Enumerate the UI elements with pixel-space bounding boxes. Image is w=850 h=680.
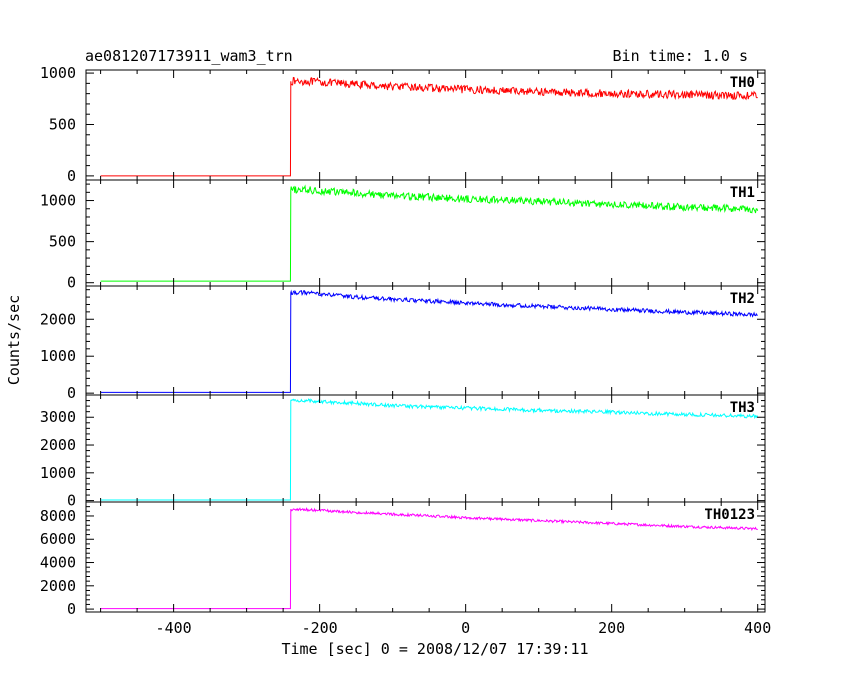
y-tick-label: 1000 bbox=[40, 347, 76, 365]
series-line-th3 bbox=[100, 398, 759, 501]
x-tick-label: 0 bbox=[461, 619, 470, 637]
x-tick-label: -400 bbox=[156, 619, 192, 637]
y-tick-label: 1000 bbox=[40, 464, 76, 482]
chart-title: ae081207173911_wam3_trn bbox=[85, 47, 293, 65]
y-tick-label: 2000 bbox=[40, 310, 76, 328]
y-tick-label: 8000 bbox=[40, 507, 76, 525]
panel-label-th0123: TH0123 bbox=[704, 507, 755, 523]
panel-frame-th3 bbox=[85, 394, 766, 503]
y-tick-label: 4000 bbox=[40, 554, 76, 572]
y-tick-label: 3000 bbox=[40, 408, 76, 426]
y-tick-label: 6000 bbox=[40, 530, 76, 548]
series-line-th2 bbox=[100, 289, 758, 393]
x-axis-label: Time [sec] 0 = 2008/12/07 17:39:11 bbox=[281, 640, 588, 658]
y-tick-label: 2000 bbox=[40, 436, 76, 454]
y-tick-label: 0 bbox=[67, 492, 76, 510]
y-tick-label: 2000 bbox=[40, 577, 76, 595]
y-tick-label: 0 bbox=[67, 384, 76, 402]
y-tick-label: 500 bbox=[49, 115, 76, 133]
panels-layer: TH005001000TH105001000TH2010002000TH3010… bbox=[40, 64, 771, 637]
y-tick-label: 500 bbox=[49, 233, 76, 251]
x-tick-label: 200 bbox=[598, 619, 625, 637]
x-tick-label: -200 bbox=[302, 619, 338, 637]
x-tick-label: 400 bbox=[744, 619, 771, 637]
series-line-th0123 bbox=[100, 506, 758, 610]
y-tick-label: 0 bbox=[67, 274, 76, 292]
series-line-th0 bbox=[100, 76, 758, 177]
panel-label-th0: TH0 bbox=[730, 75, 755, 91]
series-line-th1 bbox=[100, 184, 759, 282]
y-tick-label: 1000 bbox=[40, 64, 76, 82]
y-tick-label: 1000 bbox=[40, 192, 76, 210]
panel-label-th1: TH1 bbox=[730, 185, 755, 201]
y-tick-label: 0 bbox=[67, 167, 76, 185]
panel-frame-th0123 bbox=[85, 501, 766, 613]
bin-time-label: Bin time: 1.0 s bbox=[613, 47, 748, 65]
panel-label-th3: TH3 bbox=[730, 400, 755, 416]
panel-label-th2: TH2 bbox=[730, 291, 755, 307]
y-axis-label: Counts/sec bbox=[5, 295, 23, 385]
y-tick-label: 0 bbox=[67, 600, 76, 618]
